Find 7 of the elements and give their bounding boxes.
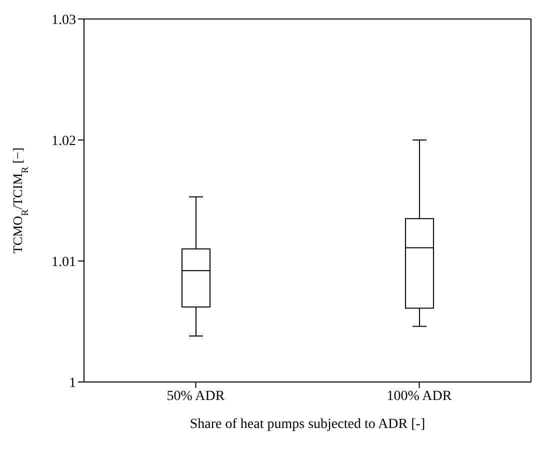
x-tick-label: 100% ADR: [386, 388, 452, 404]
y-tick-label: 1.01: [52, 254, 76, 270]
y-tick-label: 1.02: [52, 134, 76, 149]
x-tick-label: 50% ADR: [166, 388, 226, 404]
x-axis-title: Share of heat pumps subjected to ADR [-]: [190, 417, 426, 432]
y-tick-label: 1: [69, 376, 76, 391]
y-tick-label: 1.03: [52, 12, 76, 28]
